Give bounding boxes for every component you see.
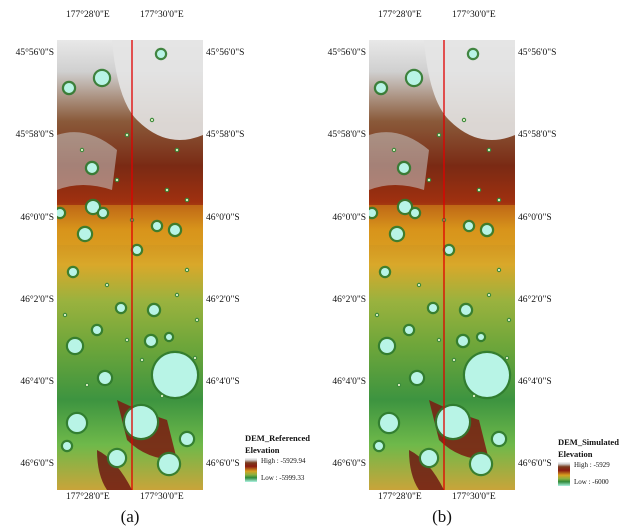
bottom-longitude-label: 177°30'0"E [140, 492, 184, 502]
bottom-longitude-label: 177°28'0"E [66, 492, 110, 502]
legend-high: High : -5929.94 [261, 457, 306, 465]
legend-title: DEM_Simulated [558, 437, 619, 447]
panel-b: 177°28'0"E 177°30'0"E 45°56'0"S 45°58'0"… [312, 0, 624, 530]
elevation-raster [369, 40, 515, 490]
right-latitude-label: 45°58'0"S [206, 130, 245, 140]
right-latitude-label: 46°6'0"S [518, 459, 552, 469]
dem-map-referenced [57, 40, 203, 490]
right-latitude-label: 46°0'0"S [206, 213, 240, 223]
left-latitude-label: 45°58'0"S [327, 130, 366, 140]
legend: DEM_Simulated Elevation High : -5929 Low… [558, 436, 624, 496]
left-latitude-label: 46°2'0"S [20, 295, 54, 305]
figure-caption: (b) [432, 507, 452, 526]
legend-subtitle: Elevation [558, 449, 593, 459]
left-latitude-label: 46°6'0"S [332, 459, 366, 469]
left-latitude-label: 45°56'0"S [15, 48, 54, 58]
legend-high: High : -5929 [574, 461, 610, 469]
elevation-raster [57, 40, 203, 490]
legend-subtitle: Elevation [245, 445, 280, 455]
right-latitude-label: 46°0'0"S [518, 213, 552, 223]
legend-ramp: High : -5929.94 Low : -5999.33 [245, 457, 311, 484]
right-latitude-label: 46°4'0"S [518, 377, 552, 387]
legend-low: Low : -6000 [574, 478, 609, 486]
left-latitude-label: 46°0'0"S [332, 213, 366, 223]
color-ramp [558, 462, 570, 486]
left-latitude-label: 46°4'0"S [332, 377, 366, 387]
top-longitude-label: 177°30'0"E [452, 10, 496, 20]
legend-title: DEM_Referenced [245, 433, 310, 443]
color-ramp [245, 458, 257, 482]
right-latitude-label: 46°2'0"S [206, 295, 240, 305]
legend: DEM_Referenced Elevation High : -5929.94… [245, 432, 311, 492]
left-latitude-label: 46°0'0"S [20, 213, 54, 223]
top-longitude-label: 177°28'0"E [378, 10, 422, 20]
bottom-longitude-label: 177°30'0"E [452, 492, 496, 502]
right-latitude-label: 46°4'0"S [206, 377, 240, 387]
right-latitude-label: 45°56'0"S [518, 48, 557, 58]
right-latitude-label: 45°56'0"S [206, 48, 245, 58]
dem-map-simulated [369, 40, 515, 490]
top-longitude-label: 177°28'0"E [66, 10, 110, 20]
top-longitude-label: 177°30'0"E [140, 10, 184, 20]
left-latitude-label: 46°6'0"S [20, 459, 54, 469]
left-latitude-label: 45°56'0"S [327, 48, 366, 58]
right-latitude-label: 46°2'0"S [518, 295, 552, 305]
left-latitude-label: 46°2'0"S [332, 295, 366, 305]
legend-ramp: High : -5929 Low : -6000 [558, 461, 624, 488]
legend-low: Low : -5999.33 [261, 474, 305, 482]
panel-a: 177°28'0"E 177°30'0"E 45°56'0"S 45°58'0"… [0, 0, 312, 530]
figure-caption: (a) [120, 507, 140, 526]
left-latitude-label: 45°58'0"S [15, 130, 54, 140]
bottom-longitude-label: 177°28'0"E [378, 492, 422, 502]
right-latitude-label: 45°58'0"S [518, 130, 557, 140]
left-latitude-label: 46°4'0"S [20, 377, 54, 387]
right-latitude-label: 46°6'0"S [206, 459, 240, 469]
